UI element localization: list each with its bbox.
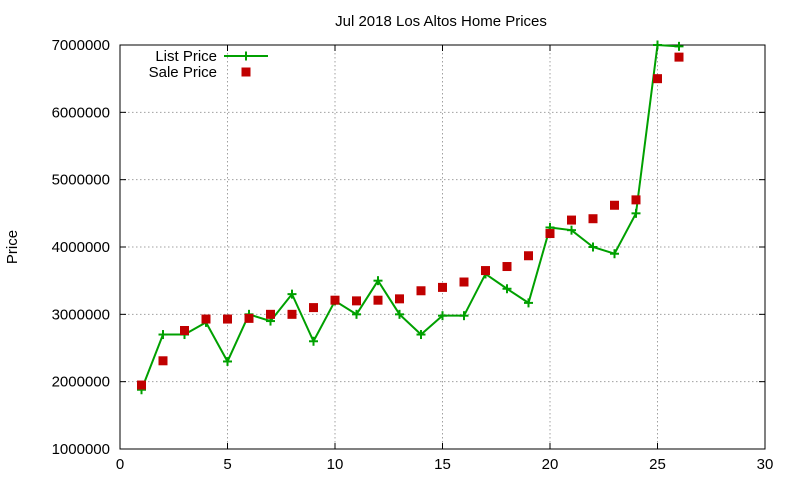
sale-price-point [244,313,254,323]
list-price-point [459,311,469,321]
y-axis-label: Price [4,230,21,264]
x-tick-label: 20 [542,456,559,473]
y-tick-label: 3000000 [52,306,110,323]
sale-price-point [653,74,662,84]
axis-layer: 0 5 10 15 20 25 30 1000000 2000000 3000000 4000000… [52,37,774,473]
list-price-point [631,208,641,218]
series-layer [137,40,684,395]
x-tick-label: 25 [649,456,666,473]
sale-price-point [502,262,512,272]
list-price-point [588,242,598,252]
y-tick-label: 6000000 [52,104,110,121]
y-tick-label: 4000000 [52,239,110,256]
sale-price-point [481,266,490,276]
sale-price-point [137,380,146,390]
list-price-point [674,41,684,51]
list-price-point [524,298,533,308]
sale-price-point [524,251,533,261]
list-price-point [567,225,576,235]
y-tick-label: 1000000 [52,441,110,458]
list-price-point [158,330,168,340]
y-tick-label: 7000000 [52,37,110,54]
sale-price-point [223,314,232,324]
list-price-point [352,309,361,319]
sale-price-point [266,309,275,319]
list-price-point [287,289,297,299]
sale-price-point [416,286,426,296]
sale-price-point [545,229,555,239]
x-tick-label: 5 [223,456,231,473]
sale-price-point [180,325,189,335]
sale-price-point [330,295,340,305]
list-price-point [373,276,383,286]
sale-price-point [438,282,447,292]
sale-price-point [373,295,383,305]
sale-price-point [309,303,318,313]
y-tick-label: 2000000 [52,374,110,391]
x-tick-label: 30 [757,456,774,473]
sale-price-point [352,296,361,306]
list-price-line [140,43,680,391]
legend-cross-marker [241,51,251,61]
list-price-point [223,356,232,366]
sale-price-point [395,294,404,304]
sale-price-point [287,309,297,319]
list-price-point [438,311,447,321]
list-price-point [502,284,512,294]
sale-price-point [158,356,168,366]
list-price-point [416,330,426,340]
y-tick-label: 5000000 [52,172,110,189]
sale-price-point [631,195,641,205]
chart-title: Jul 2018 Los Altos Home Prices [335,13,547,30]
list-price-point [653,40,662,50]
x-tick-label: 15 [434,456,451,473]
sale-price-point [674,52,684,62]
sale-price-point [588,214,598,224]
x-tick-label: 0 [116,456,124,473]
sale-price-point [459,277,469,287]
list-price-point [395,309,404,319]
sale-price-point [201,314,211,324]
list-price-point [309,336,318,346]
x-tick-label: 10 [327,456,344,473]
legend-label: List Price [155,48,217,65]
sale-price-point [567,215,576,225]
legend-label: Sale Price [149,64,217,81]
sale-price-point [610,200,619,210]
list-price-point [610,249,619,259]
legend-square-marker [241,67,251,77]
grid-layer [120,45,765,449]
